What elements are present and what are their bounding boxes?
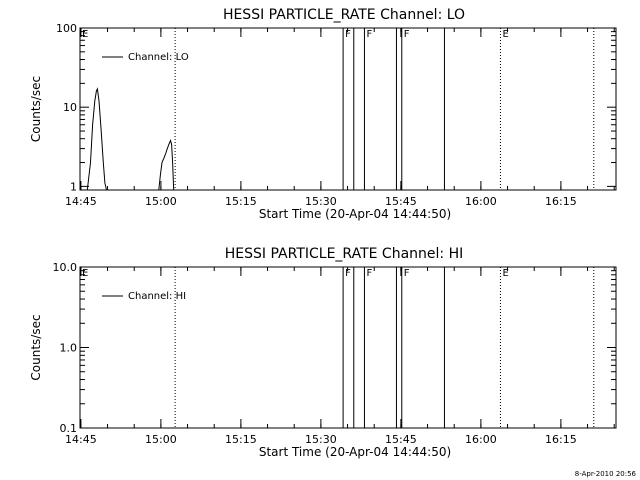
chart-2-title: HESSI PARTICLE_RATE Channel: HI (225, 246, 463, 262)
chart-1-series-line-1 (86, 87, 175, 191)
chart-panel-1: HESSI PARTICLE_RATE Channel: LO 14:45 15:0… (29, 7, 617, 221)
chart-1-start-label: E (82, 29, 88, 40)
chart-2-x-tick-label: 15:15 (225, 433, 257, 446)
chart-2-y-tick-label: 1.0 (60, 342, 78, 355)
chart-2-start-label: E (82, 268, 88, 279)
chart-1-x-axis-label: Start Time (20-Apr-04 14:44:50) (259, 207, 451, 221)
chart-2-event-label: F (404, 268, 410, 279)
chart-1-y-tick-label: 100 (56, 22, 77, 35)
chart-1-event-label: E (502, 29, 508, 40)
chart-2-x-tick-label: 15:00 (145, 433, 177, 446)
chart-1-x-tick-label: 15:15 (225, 195, 257, 208)
chart-2-event-label: E (502, 268, 508, 279)
chart-2-x-tick-label: 16:15 (545, 433, 577, 446)
chart-2-x-axis-label: Start Time (20-Apr-04 14:44:50) (259, 445, 451, 459)
chart-2-y-axis-label: Counts/sec (29, 314, 43, 380)
chart-2-y-tick-label: 0.1 (60, 422, 78, 435)
chart-1-event-label: F (366, 29, 372, 40)
timestamp-label: 8-Apr-2010 20:56 (575, 470, 637, 478)
chart-1-x-tick-label: 16:15 (545, 195, 577, 208)
chart-1-x-tick-label: 15:45 (385, 195, 417, 208)
chart-1-x-tick-label: 15:00 (145, 195, 177, 208)
chart-1-x-tick-label: 14:45 (65, 195, 97, 208)
chart-1-title: HESSI PARTICLE_RATE Channel: LO (223, 7, 465, 23)
chart-2-y-tick-label: 10.0 (53, 261, 78, 274)
chart-2-event-label: F (366, 268, 372, 279)
chart-2-x-tick-label: 15:45 (385, 433, 417, 446)
chart-1-y-tick-label: 10 (63, 101, 77, 114)
chart-1-y-tick-label: 1 (70, 180, 77, 193)
chart-2-x-tick-label: 15:30 (305, 433, 337, 446)
chart-1-x-tick-label: 15:30 (305, 195, 337, 208)
chart-1-event-label: F (404, 29, 410, 40)
chart-1-legend-label: Channel: LO (128, 52, 189, 63)
chart-2-legend-label: Channel: HI (128, 291, 186, 302)
chart-1-y-axis-label: Counts/sec (29, 76, 43, 142)
chart-2-x-tick-label: 16:00 (465, 433, 497, 446)
chart-1-event-label: F (345, 29, 351, 40)
chart-2-event-label: F (345, 268, 351, 279)
chart-1-x-tick-label: 16:00 (465, 195, 497, 208)
chart-panel-2: HESSI PARTICLE_RATE Channel: HI 14:45 15:0… (29, 246, 617, 459)
chart-2-x-tick-label: 14:45 (65, 433, 97, 446)
